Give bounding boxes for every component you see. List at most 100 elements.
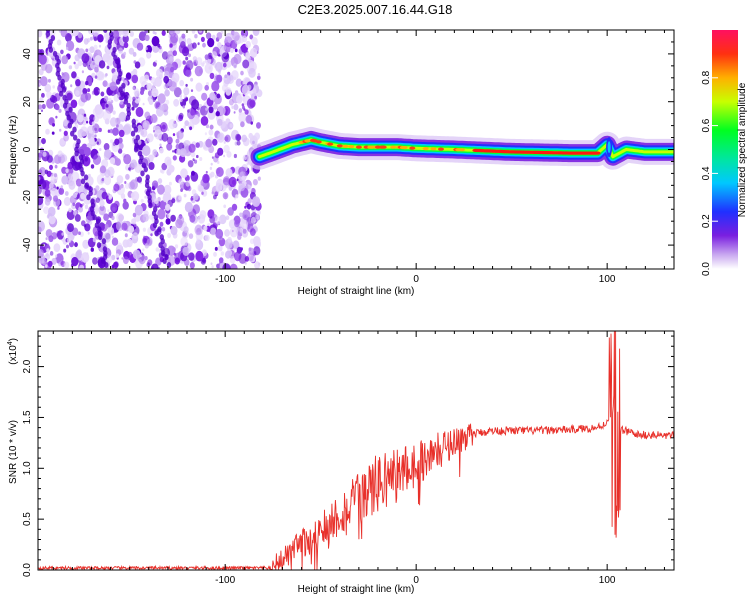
noise-speckle [206,82,209,86]
noise-speckle [150,233,153,237]
noise-speckle [95,197,101,203]
noise-speckle [223,62,227,68]
noise-speckle [38,30,43,38]
signal-core [327,142,334,146]
noise-speckle [129,31,134,37]
noise-speckle [156,68,163,78]
noise-speckle [63,196,71,206]
noise-speckle [159,122,168,133]
noise-speckle [65,168,69,173]
noise-speckle [190,77,194,82]
noise-speckle [132,86,135,90]
spec-x-tick-label: -100 [215,274,235,285]
noise-speckle [228,186,233,191]
noise-speckle [255,213,260,220]
snr-panel: -100 0 100 0.0 0.5 1.0 1.5 2.0 Height of strai… [7,330,675,595]
noise-speckle [244,156,247,161]
noise-speckle [189,126,193,131]
noise-speckle [252,179,258,186]
noise-speckle [195,250,204,262]
noise-speckle [144,123,148,128]
noise-speckle [99,148,102,151]
noise-speckle [124,183,130,189]
noise-speckle [73,61,76,65]
spec-x-tick-label: 0 [413,274,419,285]
noise-speckle [159,221,164,227]
noise-speckle [172,50,177,57]
noise-speckle [98,205,107,216]
snr-y-multiplier: (x104) [7,338,19,365]
noise-speckle [85,117,89,122]
noise-speckle [39,147,44,153]
noise-speckle [68,180,76,190]
noise-speckle [240,70,244,76]
noise-speckle [142,248,145,252]
noise-speckle [167,232,172,239]
noise-speckle [92,257,98,265]
noise-speckle [41,138,46,145]
noise-speckle [137,176,142,183]
snr-x-ticks: -100 0 100 [52,331,665,586]
noise-speckle [66,46,69,51]
noise-speckle [123,51,127,56]
colorbar-tick-label: 0.6 [701,118,712,132]
noise-speckle [92,30,100,37]
noise-speckle [95,185,100,191]
noise-speckle [111,235,114,239]
noise-speckle [214,74,222,84]
noise-speckle [200,116,209,126]
noise-speckle [133,88,140,96]
noise-speckle [142,227,146,232]
noise-speckle [190,197,194,201]
noise-speckle [94,75,98,79]
noise-speckle [38,152,43,158]
noise-speckle [186,38,192,45]
noise-speckle [183,142,186,146]
noise-speckle [88,48,91,52]
noise-speckle [104,101,113,112]
noise-speckle [188,53,191,58]
noise-speckle [132,212,137,218]
noise-streak [73,134,78,141]
noise-speckle [167,213,171,218]
snr-line [38,331,674,570]
noise-speckle [241,225,245,229]
noise-speckle [44,198,51,206]
noise-speckle [170,226,178,236]
noise-speckle [236,140,241,146]
noise-speckle [157,266,160,269]
noise-speckle [231,105,234,110]
snr-y-tick-label: 0.0 [22,563,33,577]
noise-streak [80,178,86,185]
noise-speckle [90,164,95,169]
noise-speckle [179,148,187,158]
noise-speckle [210,227,217,236]
noise-speckle [68,65,73,70]
noise-speckle [81,220,86,227]
noise-speckle [103,95,109,102]
noise-streak [103,30,108,33]
noise-streak [83,174,89,181]
noise-streak [48,46,54,53]
noise-speckle [179,79,185,87]
snr-y-ticks: 0.0 0.5 1.0 1.5 2.0 [22,335,674,577]
noise-speckle [78,206,83,213]
noise-speckle [216,167,224,177]
signal-core [409,146,416,150]
noise-streak [121,82,126,89]
noise-speckle [175,143,180,150]
noise-speckle [111,237,119,246]
noise-speckle [200,36,205,43]
noise-speckle [92,154,101,166]
noise-speckle [157,208,166,220]
noise-speckle [71,71,77,79]
snr-y-tick-label: 1.0 [22,461,33,475]
noise-speckle [161,51,169,60]
noise-speckle [118,142,124,150]
noise-speckle [165,218,171,225]
noise-speckle [236,178,239,182]
noise-speckle [193,193,199,201]
noise-speckle [59,128,62,132]
noise-speckle [121,222,128,231]
noise-speckle [79,203,83,208]
